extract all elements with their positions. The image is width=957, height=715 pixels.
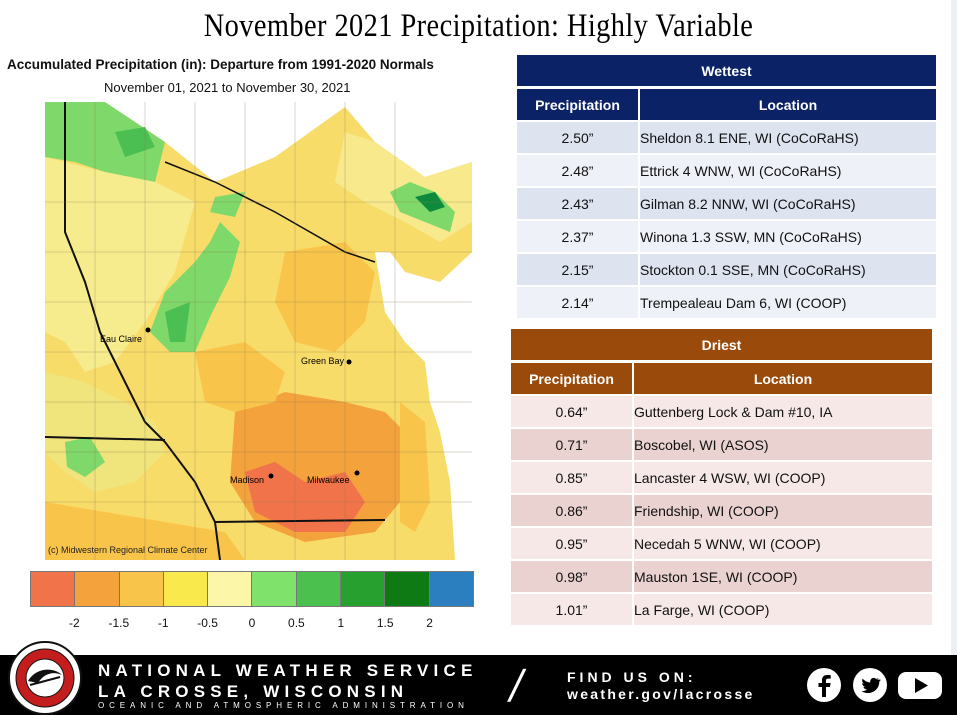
location-name: La Farge, WI (COOP): [634, 592, 932, 625]
precip-value: 1.01”: [511, 592, 634, 625]
precip-value: 0.64”: [511, 394, 634, 427]
precip-value: 2.37”: [517, 219, 640, 252]
map-credit: (c) Midwestern Regional Climate Center: [48, 545, 208, 555]
legend-swatch: [31, 572, 76, 606]
legend-tick-label: -1: [157, 616, 169, 630]
nws-name: NATIONAL WEATHER SERVICE: [98, 661, 478, 680]
legend-swatch: [75, 572, 120, 606]
wettest-row: 2.43” Gilman 8.2 NNW, WI (CoCoRaHS): [517, 186, 936, 219]
legend-tick-label: -1.5: [108, 616, 130, 630]
legend-tick-label: 1: [337, 616, 345, 630]
city-label-madison: Madison: [230, 475, 264, 485]
legend-tick-label: -0.5: [197, 616, 218, 630]
precip-value: 0.85”: [511, 460, 634, 493]
wettest-row: 2.37” Winona 1.3 SSW, MN (CoCoRaHS): [517, 219, 936, 252]
find-us-label: FIND US ON:: [567, 669, 697, 685]
facebook-icon[interactable]: [806, 667, 842, 703]
nws-agency: OCEANIC AND ATMOSPHERIC ADMINISTRATION: [98, 701, 469, 710]
slide-title: November 2021 Precipitation: Highly Vari…: [203, 8, 754, 44]
color-legend: [30, 571, 474, 607]
precip-value: 2.15”: [517, 252, 640, 285]
wettest-heading: Wettest: [517, 55, 936, 86]
wettest-col-precip: Precipitation: [517, 86, 640, 120]
city-label-green-bay: Green Bay: [301, 356, 345, 366]
driest-row: 0.64” Guttenberg Lock & Dam #10, IA: [511, 394, 932, 427]
location-name: Winona 1.3 SSW, MN (CoCoRaHS): [640, 219, 936, 252]
location-name: Guttenberg Lock & Dam #10, IA: [634, 394, 932, 427]
wettest-table: Wettest Precipitation Location 2.50” Shel…: [517, 55, 936, 318]
nws-logo: [8, 641, 82, 715]
legend-tick-label: -2: [69, 616, 80, 630]
precipitation-map: Eau Claire Green Bay Madison Milwaukee: [45, 102, 472, 560]
precip-value: 2.48”: [517, 153, 640, 186]
wettest-col-location: Location: [640, 86, 936, 120]
website-link[interactable]: weather.gov/lacrosse: [567, 686, 755, 702]
legend-swatch: [163, 572, 209, 606]
legend-tick-label: 0: [248, 616, 256, 630]
location-name: Ettrick 4 WNW, WI (CoCoRaHS): [640, 153, 936, 186]
location-name: Lancaster 4 WSW, WI (COOP): [634, 460, 932, 493]
youtube-icon[interactable]: [896, 667, 944, 703]
location-name: Mauston 1SE, WI (COOP): [634, 559, 932, 592]
wettest-row: 2.14” Trempealeau Dam 6, WI (COOP): [517, 285, 936, 318]
driest-row: 1.01” La Farge, WI (COOP): [511, 592, 932, 625]
location-name: Trempealeau Dam 6, WI (COOP): [640, 285, 936, 318]
map-subtitle: November 01, 2021 to November 30, 2021: [104, 80, 351, 95]
legend-swatch: [119, 572, 164, 606]
driest-col-precip: Precipitation: [511, 360, 634, 394]
legend-swatch: [429, 572, 473, 606]
location-name: Stockton 0.1 SSE, MN (CoCoRaHS): [640, 252, 936, 285]
wettest-row: 2.50” Sheldon 8.1 ENE, WI (CoCoRaHS): [517, 120, 936, 153]
nws-city: LA CROSSE, WISCONSIN: [98, 682, 409, 701]
legend-swatch: [296, 572, 342, 606]
legend-swatch: [252, 572, 297, 606]
slide-edge: [951, 0, 957, 715]
driest-row: 0.86” Friendship, WI (COOP): [511, 493, 932, 526]
driest-col-location: Location: [634, 360, 932, 394]
driest-row: 0.71” Boscobel, WI (ASOS): [511, 427, 932, 460]
city-label-eau-claire: Eau Claire: [100, 334, 142, 344]
city-label-milwaukee: Milwaukee: [307, 475, 350, 485]
wettest-row: 2.48” Ettrick 4 WNW, WI (CoCoRaHS): [517, 153, 936, 186]
driest-row: 0.95” Necedah 5 WNW, WI (COOP): [511, 526, 932, 559]
precip-value: 0.86”: [511, 493, 634, 526]
driest-heading: Driest: [511, 329, 932, 360]
precip-value: 0.98”: [511, 559, 634, 592]
legend-swatch: [208, 572, 253, 606]
legend-swatch: [341, 572, 386, 606]
location-name: Sheldon 8.1 ENE, WI (CoCoRaHS): [640, 120, 936, 153]
location-name: Boscobel, WI (ASOS): [634, 427, 932, 460]
precip-value: 0.95”: [511, 526, 634, 559]
driest-table: Driest Precipitation Location 0.64” Gutte…: [511, 329, 932, 625]
wettest-row: 2.15” Stockton 0.1 SSE, MN (CoCoRaHS): [517, 252, 936, 285]
twitter-icon[interactable]: [852, 667, 888, 703]
legend-swatch: [385, 572, 430, 606]
driest-row: 0.85” Lancaster 4 WSW, WI (COOP): [511, 460, 932, 493]
location-name: Necedah 5 WNW, WI (COOP): [634, 526, 932, 559]
precip-value: 2.50”: [517, 120, 640, 153]
precip-value: 2.14”: [517, 285, 640, 318]
footer-bar: [0, 655, 957, 715]
legend-tick-label: 0.5: [288, 616, 305, 630]
precip-value: 0.71”: [511, 427, 634, 460]
driest-row: 0.98” Mauston 1SE, WI (COOP): [511, 559, 932, 592]
map-title: Accumulated Precipitation (in): Departur…: [7, 57, 434, 72]
legend-tick-label: 1.5: [376, 616, 394, 630]
location-name: Gilman 8.2 NNW, WI (CoCoRaHS): [640, 186, 936, 219]
legend-tick-label: 2: [426, 616, 433, 630]
precip-value: 2.43”: [517, 186, 640, 219]
location-name: Friendship, WI (COOP): [634, 493, 932, 526]
